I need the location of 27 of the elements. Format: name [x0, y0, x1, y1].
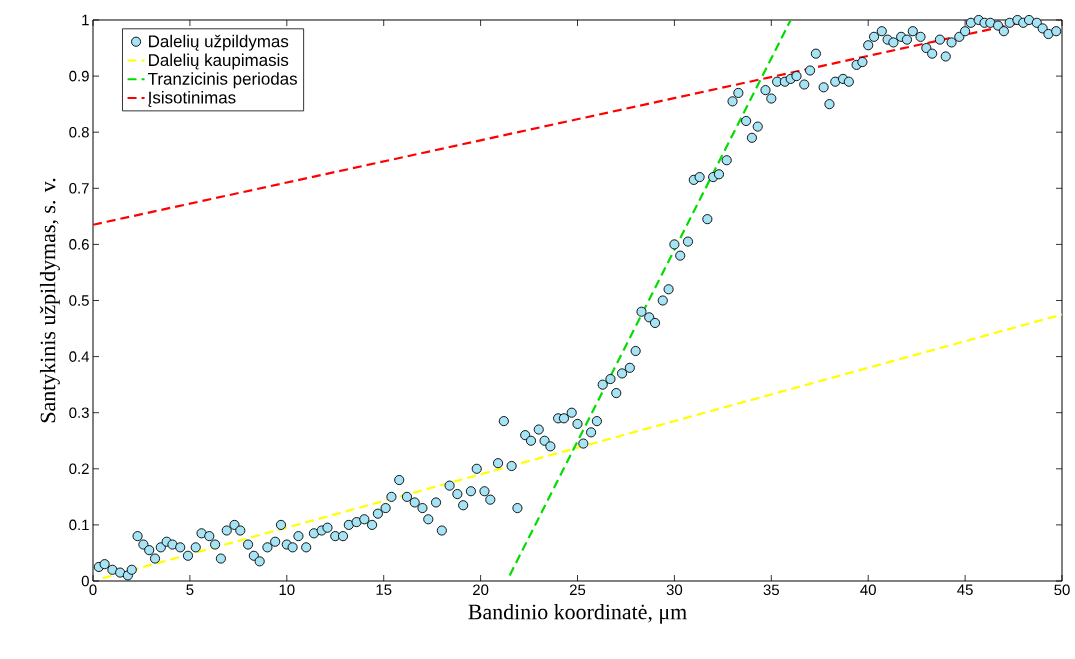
y-axis-title: Santykinis užpildymas, s. v. [39, 178, 60, 423]
y-tick-label: 0.4 [69, 351, 90, 362]
x-axis-title: Bandinio koordinatė, μm [468, 603, 687, 624]
legend-label: Tranzicinis periodas [148, 72, 297, 89]
x-tick-label: 5 [186, 584, 194, 595]
legend-label: Dalelių užpildymas [149, 34, 289, 51]
x-tick-label: 40 [860, 584, 876, 596]
y-tick-label: 1 [82, 14, 89, 26]
y-tick-label: 0.1 [69, 519, 89, 531]
y-tick-label: 0 [81, 575, 89, 587]
x-tick-label: 10 [279, 584, 295, 596]
y-tick-label: 0.8 [69, 126, 89, 138]
x-tick-label: 50 [1054, 584, 1070, 596]
x-tick-label: 15 [376, 584, 392, 595]
x-tick-label: 35 [763, 584, 779, 596]
y-tick-label: 0.9 [69, 70, 89, 82]
x-tick-label: 20 [473, 584, 489, 596]
y-tick-label: 0.2 [69, 463, 89, 475]
x-tick-label: 30 [666, 584, 683, 596]
legend-label: Dalelių kaupimasis [149, 53, 289, 70]
x-tick-label: 45 [957, 584, 973, 595]
y-tick-label: 0.6 [69, 239, 89, 250]
y-tick-label: 0.3 [69, 407, 89, 418]
y-tick-label: 0.5 [69, 295, 89, 306]
y-tick-label: 0.7 [69, 183, 89, 194]
legend-label: Įsisotinimas [148, 91, 236, 107]
x-tick-label: 25 [569, 584, 586, 596]
